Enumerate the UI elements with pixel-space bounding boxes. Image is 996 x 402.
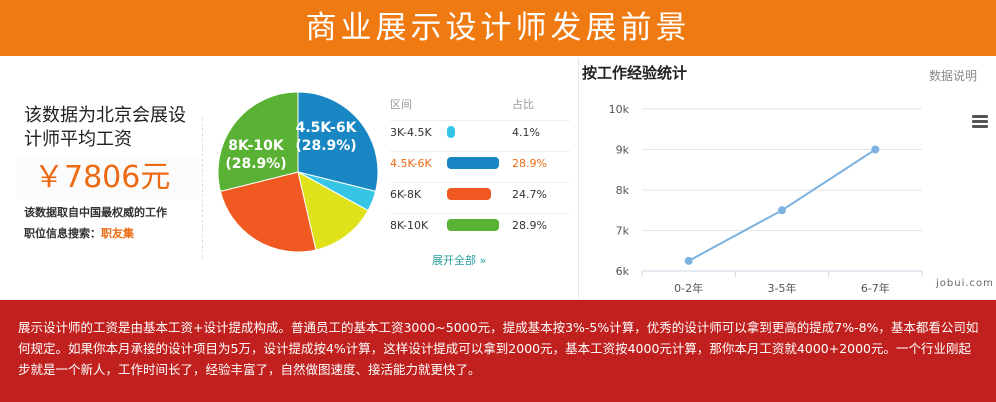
row-pct: 28.9% [512, 219, 547, 232]
salary-search-link[interactable]: 职友集 [101, 227, 134, 240]
salary-search-line: 职位信息搜索：职友集 [24, 227, 134, 241]
distribution-table-header: 区间 占比 [390, 96, 570, 116]
experience-panel [578, 58, 996, 298]
row-range: 6K-8K [390, 188, 422, 201]
salary-search-prefix: 职位信息搜索： [24, 227, 101, 240]
series-line [688, 148, 876, 262]
salary-amount-box [16, 157, 200, 199]
row-pct: 4.1% [512, 126, 540, 139]
menu-icon[interactable] [972, 115, 988, 129]
experience-line-chart: 6k 7k 8k 9k 10k 0-2年 3-5年 6-7年 [609, 103, 923, 295]
footer-text: 展示设计师的工资是由基本工资+设计提成构成。普通员工的基本工资3000~5000… [18, 320, 979, 377]
x-tick-label: 3-5年 [768, 281, 797, 295]
salary-amount: ￥7806元 [34, 160, 171, 195]
watermark: jobui.com [936, 278, 994, 289]
row-bar [447, 126, 455, 138]
expand-all-link[interactable]: 展开全部 » [432, 254, 487, 267]
salary-description: 该数据为北京会展设计师平均工资 [24, 105, 186, 150]
page-title: 商业展示设计师发展前景 [305, 10, 691, 46]
distribution-row: 4.5K-6K 28.9% [390, 151, 570, 173]
header-range: 区间 [390, 98, 412, 111]
distribution-row: 3K-4.5K 4.1% [390, 120, 570, 142]
distribution-row: 6K-8K 24.7% [390, 182, 570, 204]
x-tick-label: 0-2年 [674, 281, 703, 295]
y-tick-label: 10k [609, 103, 630, 116]
row-bar [447, 188, 492, 200]
y-tick-label: 6k [616, 265, 630, 278]
data-point[interactable] [684, 256, 693, 265]
row-range: 8K-10K [390, 219, 429, 232]
title-banner [0, 0, 996, 56]
header-pct: 占比 [512, 98, 534, 111]
x-tick-label: 6-7年 [861, 281, 890, 295]
row-bar [447, 219, 499, 231]
row-range: 3K-4.5K [390, 126, 432, 139]
salary-source-note: 该数据取自中国最权威的工作 [24, 206, 167, 219]
row-pct: 24.7% [512, 188, 547, 201]
row-pct: 28.9% [512, 157, 547, 170]
experience-panel-title: 按工作经验统计 [582, 64, 688, 82]
row-bar [447, 157, 499, 169]
data-point[interactable] [778, 206, 786, 215]
footer-panel [0, 300, 996, 402]
data-point[interactable] [871, 145, 880, 154]
data-note-link[interactable]: 数据说明 [929, 69, 978, 83]
y-tick-label: 9k [616, 144, 630, 157]
row-range: 4.5K-6K [390, 157, 432, 170]
y-tick-label: 8k [616, 184, 630, 197]
distribution-row: 8K-10K 28.9% [390, 213, 570, 235]
y-tick-label: 7k [616, 225, 630, 238]
divider [202, 118, 203, 258]
